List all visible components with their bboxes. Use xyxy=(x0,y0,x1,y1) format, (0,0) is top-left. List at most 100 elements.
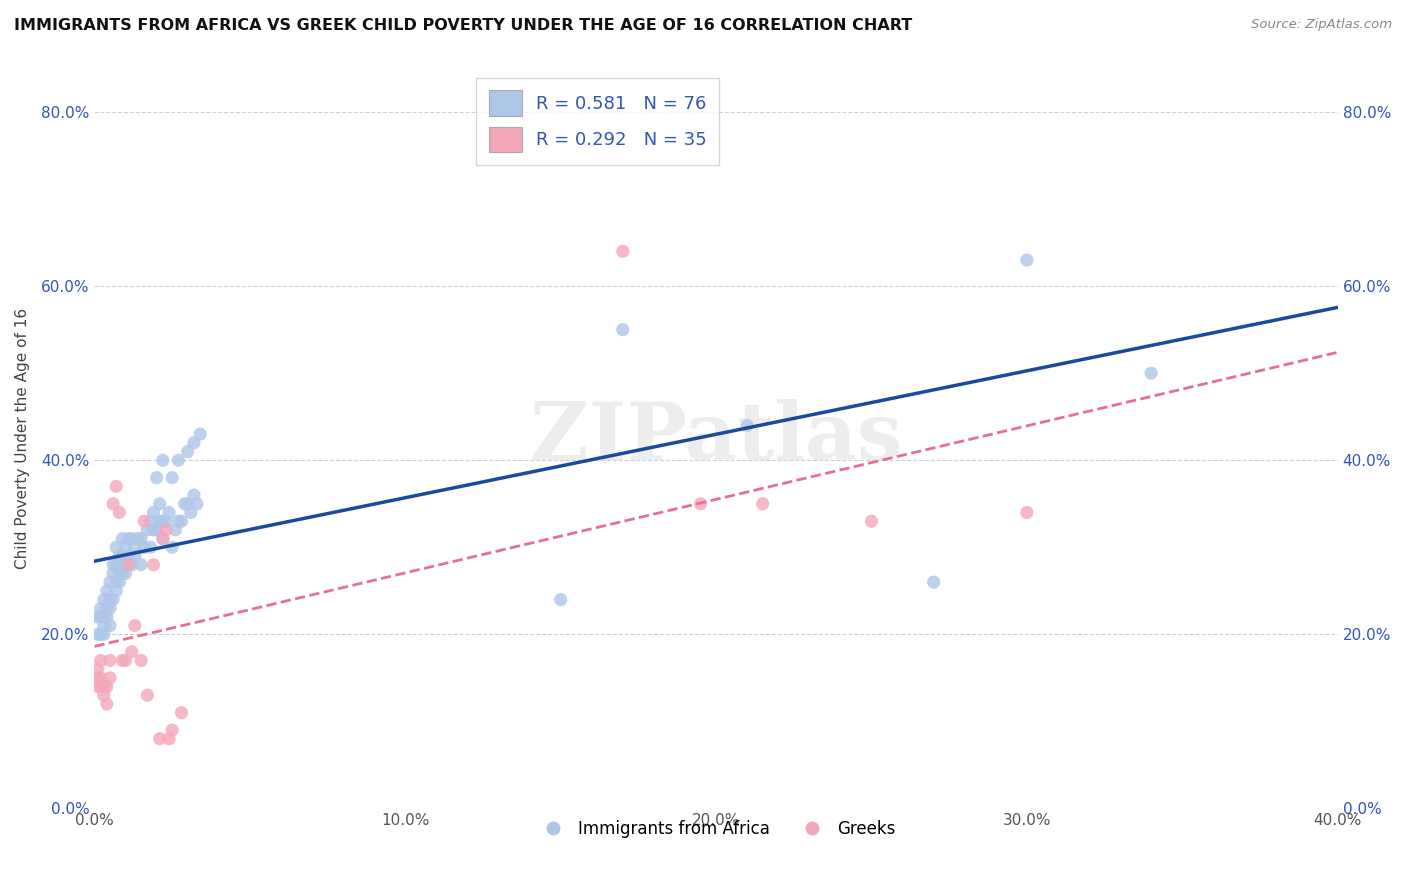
Point xyxy=(90,627,112,641)
Point xyxy=(93,610,115,624)
Point xyxy=(111,532,134,546)
Point xyxy=(96,610,118,624)
Point xyxy=(93,592,115,607)
Point xyxy=(96,601,118,615)
Point xyxy=(735,418,758,433)
Point xyxy=(1015,253,1038,268)
Point xyxy=(751,497,773,511)
Point xyxy=(118,549,141,563)
Point xyxy=(105,558,128,572)
Point xyxy=(124,541,146,555)
Point xyxy=(114,541,136,555)
Point xyxy=(118,532,141,546)
Point xyxy=(689,497,711,511)
Point xyxy=(129,532,152,546)
Point xyxy=(111,549,134,563)
Point xyxy=(105,541,128,555)
Point xyxy=(170,514,193,528)
Point xyxy=(90,653,112,667)
Point xyxy=(129,653,152,667)
Point xyxy=(93,618,115,632)
Point xyxy=(149,497,172,511)
Point xyxy=(98,653,121,667)
Point xyxy=(860,514,883,528)
Point xyxy=(108,506,131,520)
Point xyxy=(86,680,108,694)
Point xyxy=(90,601,112,615)
Point xyxy=(98,575,121,590)
Point xyxy=(155,514,177,528)
Point xyxy=(121,558,143,572)
Point xyxy=(127,532,149,546)
Point xyxy=(86,671,108,685)
Point xyxy=(177,497,200,511)
Point xyxy=(105,583,128,598)
Point xyxy=(86,662,108,676)
Point xyxy=(1015,506,1038,520)
Point xyxy=(177,444,200,458)
Point xyxy=(183,435,205,450)
Point xyxy=(101,497,124,511)
Point xyxy=(114,558,136,572)
Text: ZIPatlas: ZIPatlas xyxy=(530,400,903,477)
Point xyxy=(188,427,211,442)
Point xyxy=(124,549,146,563)
Point xyxy=(165,523,187,537)
Point xyxy=(152,532,174,546)
Point xyxy=(170,706,193,720)
Point xyxy=(98,592,121,607)
Point xyxy=(142,506,165,520)
Point xyxy=(173,497,195,511)
Point xyxy=(136,688,159,702)
Point xyxy=(160,723,183,737)
Point xyxy=(134,514,156,528)
Point xyxy=(149,514,172,528)
Point xyxy=(90,610,112,624)
Point xyxy=(93,627,115,641)
Point xyxy=(152,453,174,467)
Point xyxy=(550,592,572,607)
Point xyxy=(142,523,165,537)
Point xyxy=(93,688,115,702)
Point xyxy=(93,680,115,694)
Point xyxy=(136,523,159,537)
Point xyxy=(134,541,156,555)
Point xyxy=(145,523,167,537)
Point xyxy=(124,618,146,632)
Point xyxy=(101,566,124,581)
Point xyxy=(167,453,190,467)
Point xyxy=(114,566,136,581)
Point xyxy=(121,532,143,546)
Point xyxy=(118,558,141,572)
Point xyxy=(98,601,121,615)
Point xyxy=(139,514,162,528)
Point xyxy=(90,680,112,694)
Legend: Immigrants from Africa, Greeks: Immigrants from Africa, Greeks xyxy=(530,814,903,845)
Point xyxy=(612,323,634,337)
Point xyxy=(98,671,121,685)
Point xyxy=(157,506,180,520)
Y-axis label: Child Poverty Under the Age of 16: Child Poverty Under the Age of 16 xyxy=(15,308,30,569)
Point xyxy=(111,653,134,667)
Point xyxy=(96,697,118,711)
Point xyxy=(86,610,108,624)
Point xyxy=(108,575,131,590)
Point xyxy=(108,549,131,563)
Point xyxy=(105,575,128,590)
Point xyxy=(101,592,124,607)
Point xyxy=(167,514,190,528)
Point xyxy=(105,479,128,493)
Point xyxy=(90,671,112,685)
Point xyxy=(111,566,134,581)
Text: IMMIGRANTS FROM AFRICA VS GREEK CHILD POVERTY UNDER THE AGE OF 16 CORRELATION CH: IMMIGRANTS FROM AFRICA VS GREEK CHILD PO… xyxy=(14,18,912,33)
Point xyxy=(160,541,183,555)
Point xyxy=(142,558,165,572)
Point xyxy=(108,566,131,581)
Point xyxy=(157,731,180,746)
Point xyxy=(129,558,152,572)
Point xyxy=(96,680,118,694)
Point xyxy=(186,497,208,511)
Point xyxy=(160,470,183,484)
Point xyxy=(149,731,172,746)
Text: Source: ZipAtlas.com: Source: ZipAtlas.com xyxy=(1251,18,1392,31)
